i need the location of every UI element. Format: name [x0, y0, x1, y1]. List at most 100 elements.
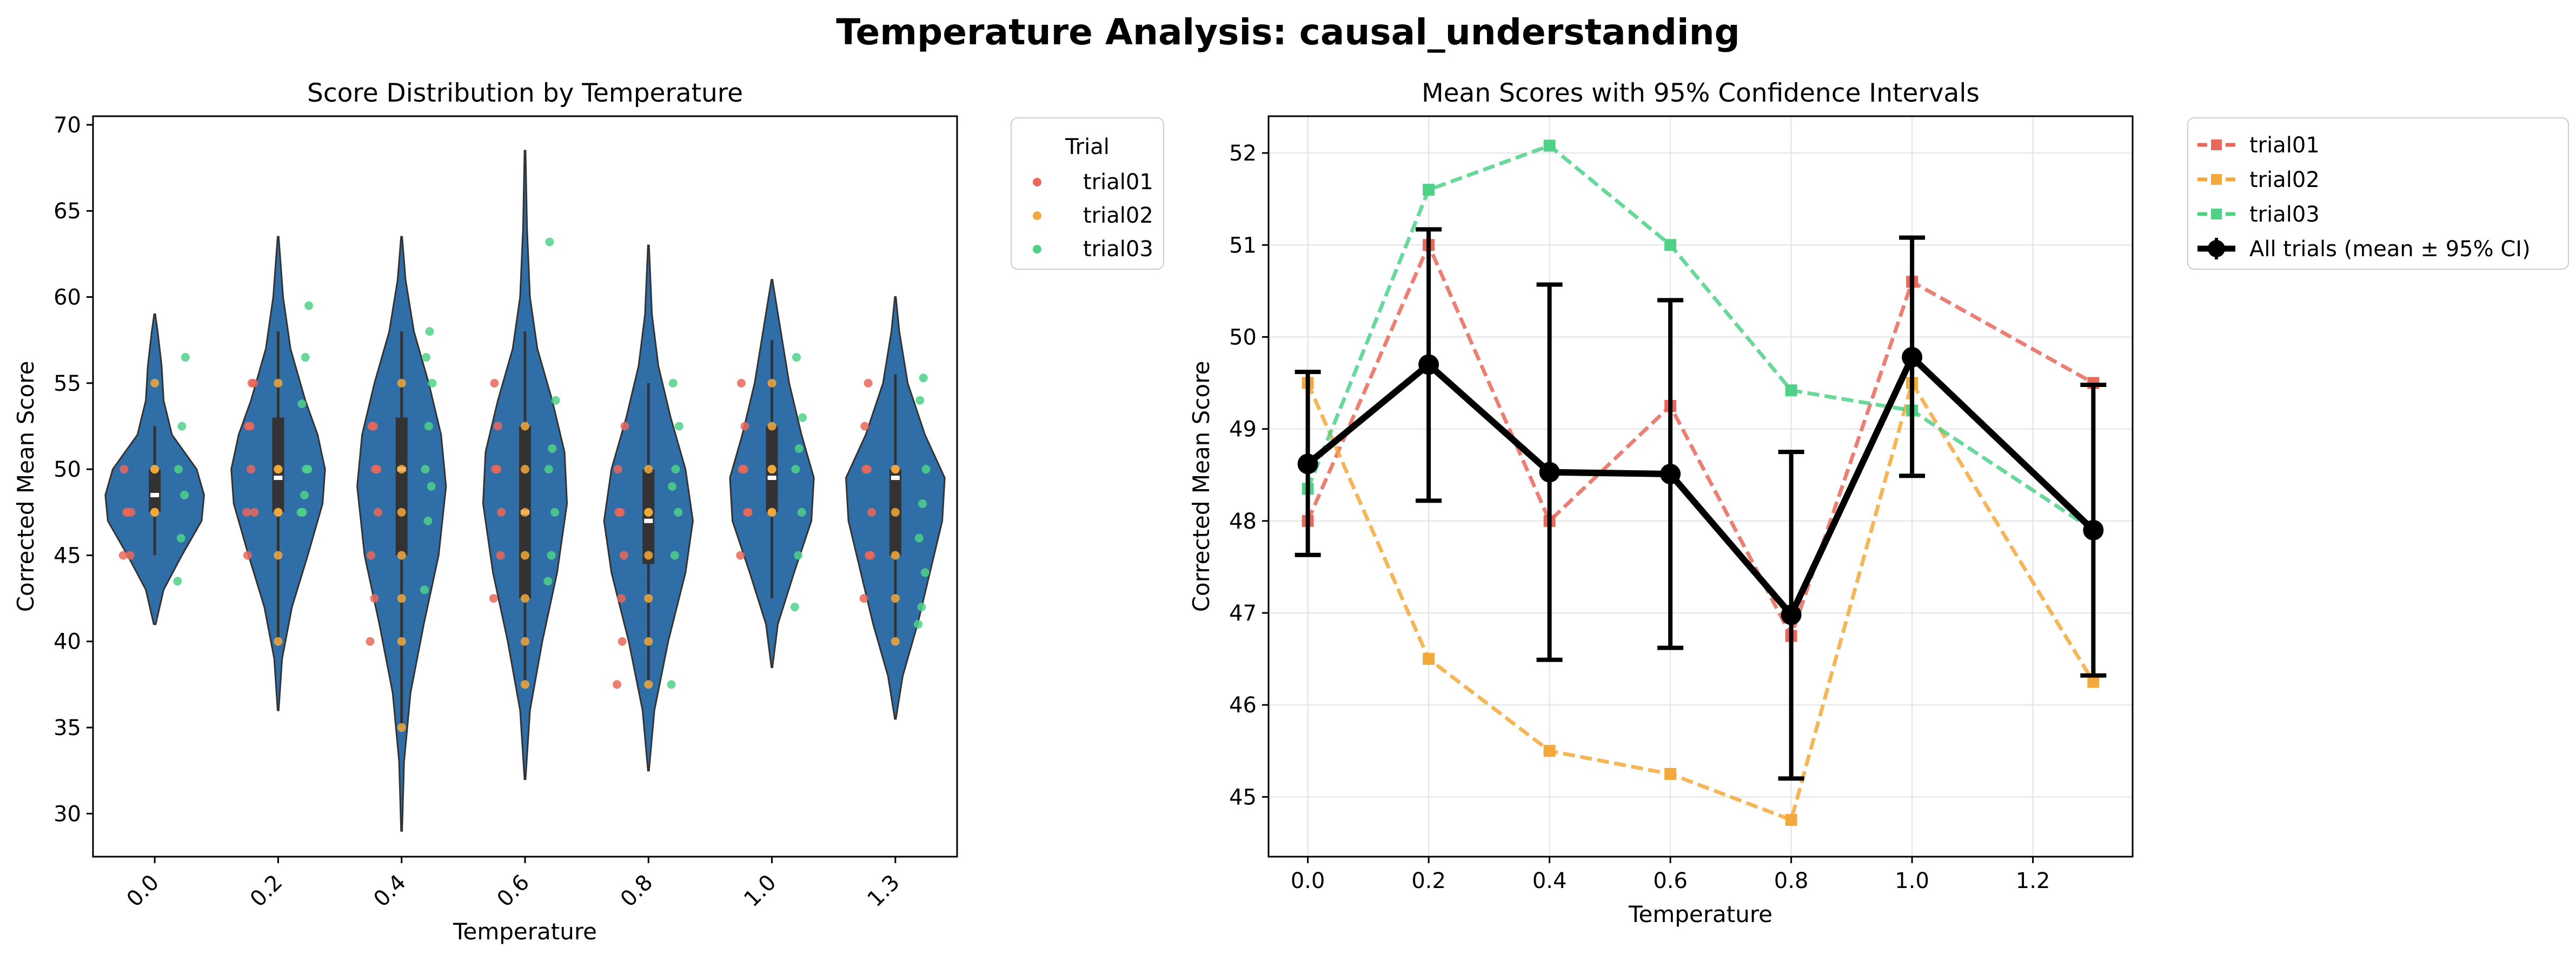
legend-marker-trial01 [1033, 178, 1041, 186]
strip-point-trial03 [300, 490, 309, 499]
strip-point-trial03 [915, 396, 925, 405]
means-x-tick-label: 0.8 [1774, 869, 1809, 893]
strip-point-trial01 [736, 551, 745, 560]
strip-point-trial03 [423, 516, 433, 525]
strip-point-trial03 [543, 577, 553, 586]
means-x-tick-label: 0.4 [1532, 869, 1567, 893]
strip-point-trial02 [397, 508, 406, 517]
strip-point-trial03 [794, 444, 804, 453]
series-line-trial01 [1306, 240, 2095, 641]
legend-marker-trial03 [1033, 245, 1041, 253]
strip-point-trial01 [738, 465, 747, 474]
strip-point-trial01 [242, 508, 251, 517]
strip-point-trial02 [150, 378, 160, 388]
strip-point-trial03 [550, 508, 560, 517]
series-marker-trial02 [1423, 653, 1435, 665]
means-panel: 45 46 47 48 49 50 51 52 0.0 0.2 0.4 0.6 0.8 1.0 1.2 M… [1188, 78, 2569, 927]
strip-point-trial03 [180, 490, 189, 499]
legend-marker-overall [2208, 240, 2225, 257]
overall-group [1294, 227, 2107, 781]
strip-point-trial03 [547, 551, 556, 560]
strip-point-trial01 [366, 637, 375, 646]
strip-point-trial01 [861, 465, 870, 474]
strip-point-trial02 [644, 680, 653, 689]
violin-x-tick-label: 0.4 [369, 870, 411, 912]
strip-point-trial02 [521, 680, 529, 689]
means-legend-frame [2187, 117, 2569, 270]
legend-marker-trial02 [1033, 211, 1041, 220]
strip-point-trial02 [397, 594, 406, 603]
strip-point-trial02 [274, 378, 283, 388]
strip-point-trial03 [181, 353, 190, 362]
strip-point-trial01 [497, 508, 506, 517]
strip-point-trial02 [274, 508, 283, 517]
strip-point-trial01 [613, 465, 622, 474]
means-y-axis: 45 46 47 48 49 50 51 52 [1229, 141, 1269, 810]
strip-point-trial03 [917, 603, 926, 612]
violin-legend: Trial trial01 trial02 trial03 [1011, 117, 1164, 270]
strip-point-trial03 [301, 353, 310, 362]
overall-mean-marker [1660, 464, 1681, 485]
strip-point-trial01 [127, 508, 136, 517]
strip-point-trial03 [422, 353, 431, 362]
strip-point-trial02 [397, 723, 406, 732]
series-marker-trial02 [1785, 813, 1797, 826]
means-x-tick-label: 1.0 [1895, 869, 1929, 893]
strip-point-trial01 [867, 508, 877, 517]
legend-marker-trial03 [2211, 209, 2222, 219]
strip-point-trial01 [367, 422, 376, 431]
strip-point-trial03 [548, 444, 557, 453]
strip-point-trial03 [544, 465, 553, 474]
strip-point-trial03 [425, 327, 434, 336]
violin-x-tick-label: 1.3 [862, 870, 905, 912]
strip-point-trial01 [619, 551, 628, 560]
series-group [1302, 139, 2100, 826]
violin-y-tick-label: 60 [54, 285, 81, 310]
violin-x-tick-label: 1.0 [739, 870, 781, 912]
series-marker-trial02 [1664, 768, 1677, 780]
strip-point-trial03 [914, 533, 924, 543]
series-marker-trial03 [1543, 139, 1556, 152]
strip-point-trial01 [247, 378, 256, 388]
means-y-tick-label: 48 [1229, 509, 1257, 534]
series-marker-trial03 [1423, 184, 1435, 196]
violin-median [150, 492, 160, 497]
strip-point-trial03 [427, 482, 436, 491]
strip-point-trial03 [791, 465, 800, 474]
strip-point-trial01 [243, 551, 252, 560]
strip-point-trial02 [644, 465, 653, 474]
strip-point-trial02 [521, 465, 529, 474]
violin-legend-title: Trial [1065, 135, 1110, 159]
strip-point-trial03 [790, 603, 799, 612]
strip-point-trial03 [670, 551, 679, 560]
strip-point-trial02 [644, 508, 653, 517]
violin-y-tick-label: 65 [54, 199, 81, 224]
violin-y-tick-label: 35 [54, 716, 81, 740]
strip-point-trial01 [125, 551, 135, 560]
strip-point-trial03 [920, 568, 930, 577]
strip-point-trial01 [618, 637, 627, 646]
means-y-label: Corrected Mean Score [1188, 361, 1214, 612]
strip-point-trial03 [177, 422, 187, 431]
means-plot-area [1269, 116, 2133, 857]
strip-point-trial02 [521, 594, 529, 603]
legend-marker-trial01 [2211, 139, 2222, 150]
legend-label-trial03: trial03 [1083, 237, 1153, 262]
violin-x-axis: 0.0 0.2 0.4 0.6 0.8 1.0 1.3 [122, 857, 905, 912]
strip-point-trial02 [767, 378, 776, 388]
strip-point-trial02 [644, 594, 653, 603]
violin-x-label: Temperature [453, 918, 597, 945]
overall-mean-marker [1902, 346, 1923, 368]
series-marker-trial03 [1664, 239, 1677, 251]
strip-point-trial03 [674, 508, 683, 517]
violin-panel: 30 35 40 45 50 55 60 65 70 0.0 0.2 0.4 0.6 0.8 1.0 1.3… [12, 78, 1164, 945]
overall-mean-marker [1781, 604, 1802, 625]
violin-x-tick-label: 0.8 [616, 870, 658, 912]
violin-iqr-box [149, 469, 161, 512]
means-y-tick-label: 52 [1229, 141, 1257, 166]
strip-point-trial02 [521, 422, 529, 431]
strip-point-trial03 [551, 396, 560, 405]
violin-y-tick-label: 45 [54, 543, 81, 568]
strip-point-trial01 [244, 422, 253, 431]
